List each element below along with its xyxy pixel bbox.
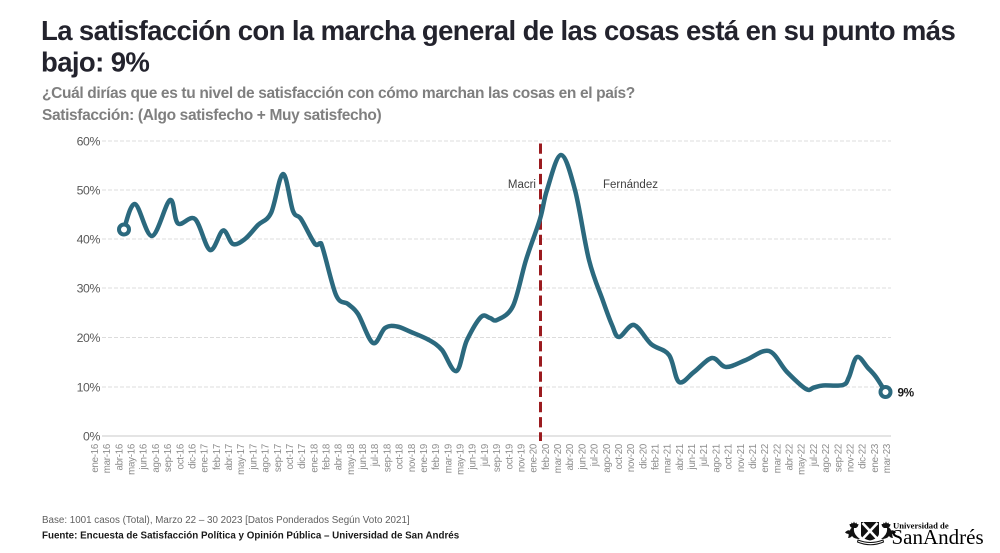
svg-text:ago-22: ago-22 (821, 444, 832, 473)
svg-text:jun-17: jun-17 (248, 444, 259, 470)
svg-text:30%: 30% (77, 281, 101, 295)
svg-text:dic-16: dic-16 (188, 444, 199, 469)
svg-text:ago-17: ago-17 (261, 444, 272, 473)
svg-text:ene-20: ene-20 (529, 443, 540, 473)
svg-text:ago-20: ago-20 (602, 443, 613, 473)
svg-text:jul-18: jul-18 (370, 444, 381, 467)
svg-text:feb-21: feb-21 (651, 444, 662, 470)
svg-text:nov-20: nov-20 (626, 443, 637, 472)
svg-text:jun-16: jun-16 (139, 444, 150, 470)
svg-text:9%: 9% (898, 386, 915, 400)
svg-text:dic-22: dic-22 (858, 444, 869, 469)
svg-text:may-18: may-18 (346, 444, 357, 475)
svg-text:¿Cuál dirías que es tu nivel d: ¿Cuál dirías que es tu nivel de satisfac… (42, 85, 635, 102)
svg-text:jun-21: jun-21 (687, 444, 698, 470)
svg-text:Base: 1001 casos (Total), Marz: Base: 1001 casos (Total), Marzo 22 – 30 … (42, 515, 410, 526)
svg-text:may-22: may-22 (797, 444, 808, 475)
svg-text:sep-22: sep-22 (833, 444, 844, 472)
svg-text:oct-20: oct-20 (614, 443, 625, 469)
svg-text:may-16: may-16 (127, 444, 138, 475)
svg-text:mar-23: mar-23 (882, 444, 893, 473)
svg-text:feb-20: feb-20 (541, 443, 552, 470)
svg-text:SanAndrés: SanAndrés (892, 525, 984, 549)
svg-text:feb-17: feb-17 (212, 444, 223, 470)
svg-text:Fuente: Encuesta de Satisfacci: Fuente: Encuesta de Satisfacción Polític… (42, 531, 460, 542)
svg-text:ago-16: ago-16 (151, 444, 162, 473)
svg-text:abr-16: abr-16 (114, 444, 125, 471)
svg-text:jul-19: jul-19 (480, 444, 491, 467)
svg-text:sep-18: sep-18 (382, 444, 393, 472)
svg-text:oct-17: oct-17 (285, 444, 296, 469)
svg-text:mar-16: mar-16 (102, 444, 113, 473)
svg-text:ago-21: ago-21 (711, 444, 722, 473)
svg-text:oct-19: oct-19 (504, 444, 515, 469)
svg-text:ene-16: ene-16 (90, 444, 101, 473)
svg-text:jun-20: jun-20 (577, 443, 588, 470)
svg-text:abr-22: abr-22 (785, 444, 796, 471)
svg-text:mar-22: mar-22 (772, 444, 783, 473)
svg-text:La satisfacción con la marcha: La satisfacción con la marcha general de… (41, 15, 955, 46)
svg-text:abr-21: abr-21 (675, 444, 686, 471)
svg-text:sep-17: sep-17 (273, 444, 284, 472)
svg-text:sep-16: sep-16 (163, 444, 174, 472)
svg-text:0%: 0% (83, 429, 100, 443)
svg-text:nov-18: nov-18 (407, 444, 418, 472)
svg-text:feb-18: feb-18 (322, 444, 333, 470)
svg-text:50%: 50% (77, 183, 101, 197)
svg-text:sep-19: sep-19 (492, 444, 503, 472)
svg-text:Satisfacción: (Algo satisfecho: Satisfacción: (Algo satisfecho + Muy sat… (42, 107, 382, 124)
svg-text:bajo: 9%: bajo: 9% (41, 47, 149, 78)
svg-text:mar-21: mar-21 (663, 444, 674, 473)
svg-text:jul-22: jul-22 (809, 444, 820, 467)
svg-text:ene-23: ene-23 (870, 444, 881, 473)
svg-text:ene-22: ene-22 (760, 444, 771, 473)
svg-text:Macri: Macri (508, 179, 536, 191)
svg-text:dic-21: dic-21 (748, 444, 759, 469)
svg-text:nov-21: nov-21 (736, 444, 747, 472)
svg-text:mar-20: mar-20 (553, 443, 564, 473)
svg-text:dic-17: dic-17 (297, 444, 308, 469)
svg-text:abr-18: abr-18 (334, 444, 345, 471)
svg-text:mar-19: mar-19 (443, 444, 454, 473)
svg-text:40%: 40% (77, 232, 101, 246)
svg-text:10%: 10% (77, 380, 101, 394)
svg-text:dic-20: dic-20 (638, 443, 649, 469)
svg-text:may-17: may-17 (236, 444, 247, 475)
svg-text:jul-20: jul-20 (590, 443, 601, 467)
svg-text:jun-18: jun-18 (358, 444, 369, 470)
svg-text:jul-21: jul-21 (699, 444, 710, 467)
svg-text:ene-17: ene-17 (200, 444, 211, 473)
svg-text:abr-17: abr-17 (224, 444, 235, 471)
svg-text:abr-20: abr-20 (565, 443, 576, 470)
svg-text:oct-21: oct-21 (724, 444, 735, 469)
svg-text:ene-19: ene-19 (419, 444, 430, 473)
svg-text:oct-16: oct-16 (175, 444, 186, 469)
svg-text:may-19: may-19 (456, 444, 467, 475)
svg-text:nov-22: nov-22 (845, 444, 856, 472)
svg-text:ene-18: ene-18 (309, 444, 320, 473)
svg-text:20%: 20% (77, 331, 101, 345)
svg-text:Fernández: Fernández (603, 179, 658, 191)
svg-text:feb-19: feb-19 (431, 444, 442, 470)
svg-text:nov-19: nov-19 (517, 444, 528, 472)
svg-text:jun-19: jun-19 (468, 444, 479, 470)
svg-text:Universidad de: Universidad de (893, 520, 949, 530)
svg-text:60%: 60% (77, 134, 101, 148)
svg-text:oct-18: oct-18 (395, 444, 406, 469)
